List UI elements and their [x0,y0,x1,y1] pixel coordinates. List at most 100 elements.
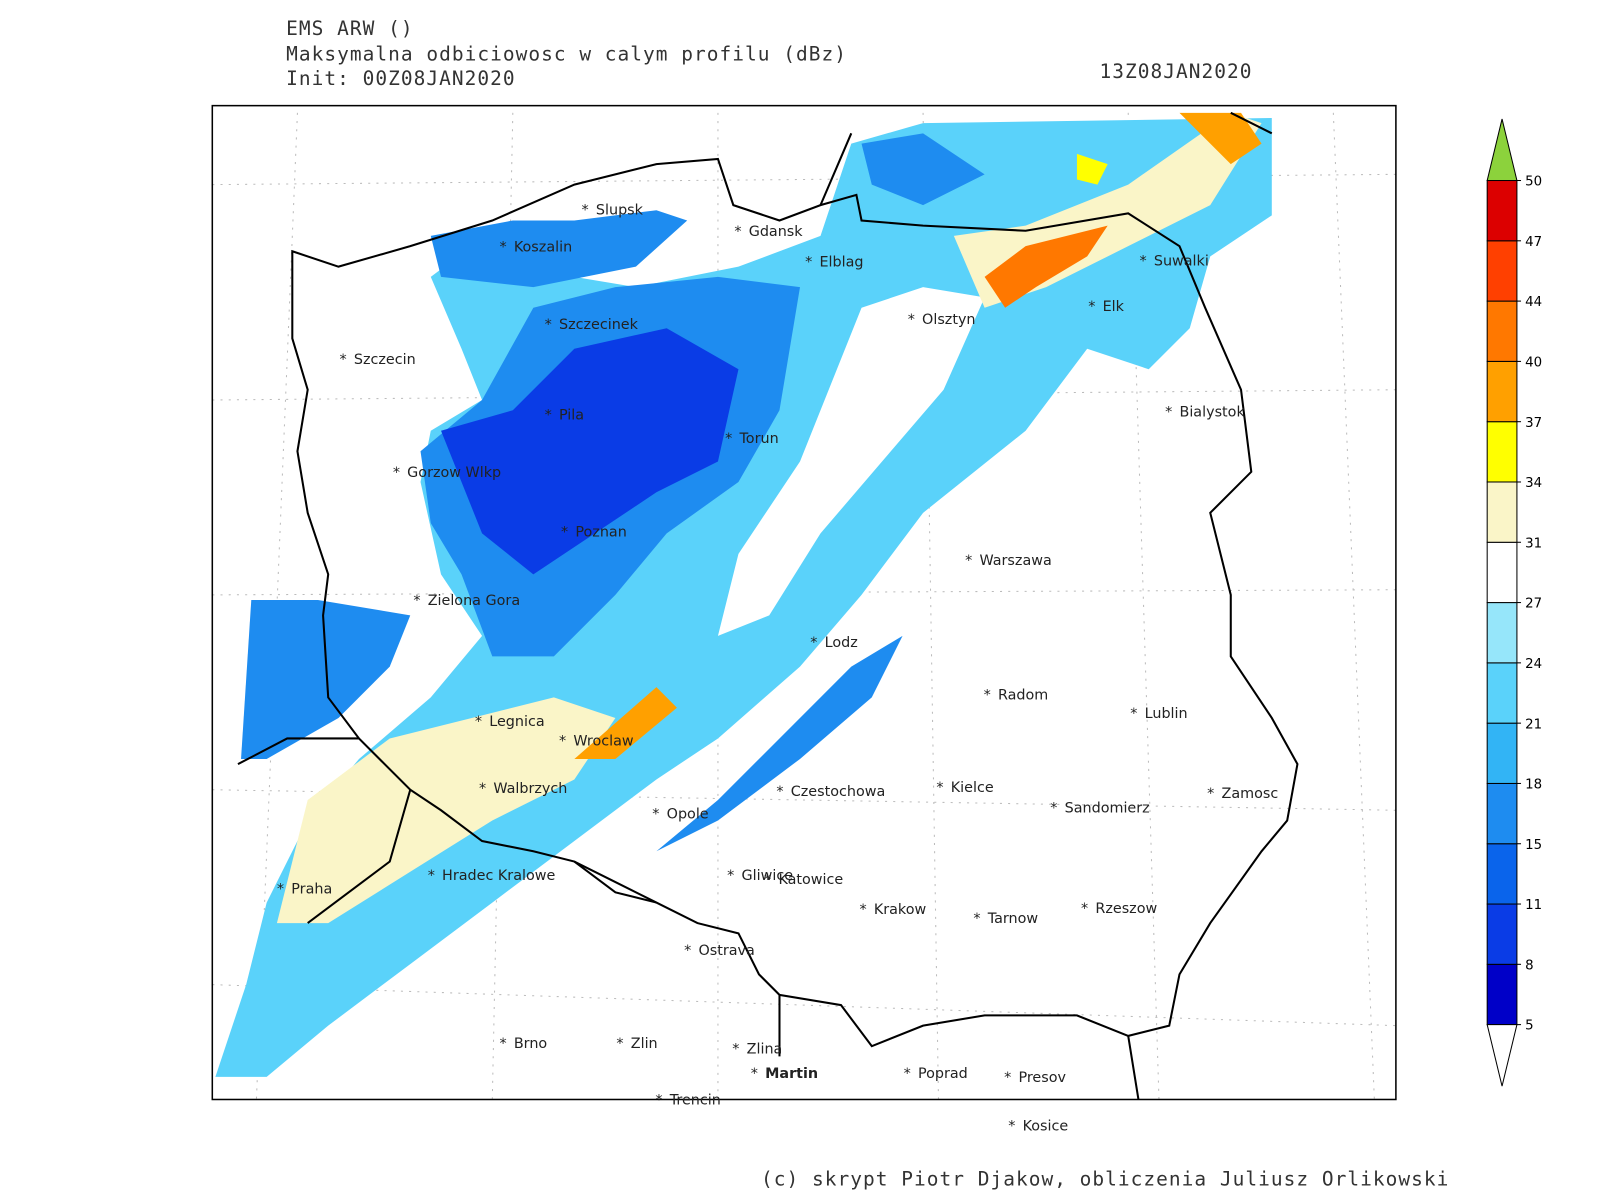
city-marker: * [936,780,943,796]
city-label: Szczecinek [559,317,639,333]
colorbar-label: 27 [1525,597,1542,612]
city-label: Tarnow [987,911,1039,927]
city-label: Poznan [575,524,626,540]
city-label: Gdansk [749,224,804,240]
city-marker: * [776,784,783,800]
colorbar-box [1486,240,1518,302]
city-label: Torun [738,431,778,447]
city-marker: * [973,911,980,927]
city-marker: * [277,881,284,897]
city-marker: * [908,312,915,328]
city-marker: * [652,806,659,822]
valid-time: 13Z08JAN2020 [1099,60,1252,83]
precipitation [215,112,1272,1077]
map-area: * Slupsk* Koszalin* Gdansk* Elblag * Suwalki* S… [212,111,1396,1100]
city-label: Walbrzych [493,781,567,797]
city-marker: * [339,352,346,368]
city-label: Suwalki [1154,254,1209,270]
city-marker: * [393,465,400,481]
colorbar-label: 8 [1525,958,1533,973]
credits: (c) skrypt Piotr Djakow, obliczenia Juli… [761,1168,1449,1191]
city-label: Praha [291,881,332,897]
city-label: Pila [559,407,584,423]
city-label: Slupsk [596,202,644,218]
city-marker: * [1004,1070,1011,1086]
city-marker: * [859,902,866,918]
city-label: Radom [998,687,1048,703]
city-marker: * [727,868,734,884]
city-label: Zlina [747,1041,783,1057]
city-marker: * [1088,299,1095,315]
city-label: Gliwice [742,868,794,884]
colorbar-box [1486,421,1518,483]
colorbar-label: 11 [1525,898,1542,913]
city-marker: * [984,687,991,703]
city-label: Kielce [951,780,994,796]
city-marker: * [1207,786,1214,802]
colorbar-label: 40 [1525,356,1542,371]
colorbar-box [1486,722,1518,784]
city-labels: * Slupsk* Koszalin* Gdansk* Elblag * Suwalki* S… [277,202,1278,1086]
colorbar-box [1486,300,1518,362]
city-label: Lodz [825,635,858,651]
city-label: Elk [1103,299,1125,315]
map-frame [211,104,1397,1101]
city-marker: * [965,553,972,569]
city-marker: * [751,1066,758,1082]
borders [237,111,1299,1100]
colorbar-label: 21 [1525,717,1542,732]
colorbar-box [1486,903,1518,965]
city-label: Koszalin [514,239,572,255]
init-time: Init: 00Z08JAN2020 [286,67,515,90]
city-marker: * [725,431,732,447]
colorbar-box [1486,782,1518,845]
city-marker: * [545,407,552,423]
city-marker: * [655,1093,662,1109]
colorbar-label: 34 [1525,476,1542,491]
city-marker: * [559,734,566,750]
city-label: Opole [667,806,709,822]
city-label: Hradec Kralowe [442,868,555,884]
city-marker: * [904,1066,911,1082]
city-marker: * [1165,404,1172,420]
colorbar-label: 24 [1525,657,1542,672]
city-label: Zlin [631,1036,658,1052]
colorbar-label: 37 [1525,416,1542,431]
city-label: Rzeszow [1095,901,1157,917]
city-label: Ostrava [698,943,754,959]
city-marker: * [684,943,691,959]
city-label: Gorzow Wlkp [407,465,501,481]
city-label: Legnica [489,714,544,730]
city-marker: * [1081,901,1088,917]
colorbar-label: 44 [1525,295,1542,310]
city-marker: * [805,255,812,271]
city-marker: * [734,224,741,240]
city-marker: * [561,524,568,540]
city-marker: * [732,1041,739,1057]
city-marker: * [545,317,552,333]
city-label: Wroclaw [573,734,634,750]
city-marker: * [475,714,482,730]
city-marker: * [413,593,420,609]
city-marker: * [616,1036,623,1052]
city-label: Presov [1018,1070,1066,1086]
city-label: Zielona Gora [428,593,520,609]
city-label: Martin [765,1066,818,1082]
city-marker: * [479,781,486,797]
city-label: Czestochowa [791,784,886,800]
city-marker: * [810,635,817,651]
city-label: Szczecin [354,352,416,368]
colorbar-label: 18 [1525,778,1542,793]
model-name: EMS ARW () [286,17,413,40]
colorbar-box [1486,360,1518,423]
city-label: Poprad [918,1066,968,1082]
city-marker: * [499,239,506,255]
city-marker: * [428,868,435,884]
city-marker: * [1139,254,1146,270]
colorbar-label: 15 [1525,838,1542,853]
colorbar-under [1486,1024,1518,1087]
colorbar-label: 50 [1525,175,1542,190]
colorbar-box [1486,963,1518,1026]
